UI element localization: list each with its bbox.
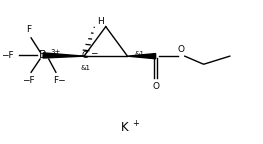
Text: −F: −F [22, 76, 34, 85]
Text: +: + [132, 119, 139, 128]
Text: 3+: 3+ [51, 49, 61, 55]
Text: K: K [121, 121, 129, 134]
Text: −: − [90, 48, 98, 57]
Text: B: B [39, 50, 47, 60]
Text: O: O [178, 46, 185, 54]
Text: −F: −F [1, 51, 14, 60]
Text: &1: &1 [80, 65, 90, 71]
Text: C: C [82, 51, 88, 60]
Polygon shape [128, 54, 156, 59]
Polygon shape [43, 53, 84, 58]
Text: F−: F− [53, 76, 66, 85]
Text: H: H [97, 17, 104, 26]
Text: O: O [152, 82, 159, 91]
Text: &1: &1 [135, 51, 145, 57]
Text: F: F [27, 24, 32, 34]
